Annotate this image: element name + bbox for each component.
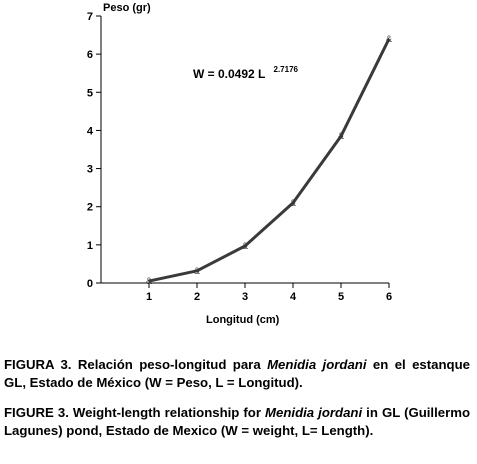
caption-es-label: FIGURA 3. [4, 357, 72, 372]
series-line [148, 38, 391, 283]
caption-es-species: Menidia jordani [267, 357, 367, 372]
y-tick-label: 4 [87, 125, 94, 137]
figure-caption-english: FIGURE 3. Weight-length relationship for… [4, 404, 470, 440]
chart-ticks: 0 1 2 3 4 5 6 7 1 2 3 4 5 6 [87, 11, 392, 303]
data-point: & [194, 266, 200, 276]
caption-en-label: FIGURE 3. [4, 405, 69, 420]
y-tick-label: 7 [87, 11, 93, 23]
y-tick-label: 1 [87, 240, 93, 252]
data-point: & [386, 34, 392, 44]
x-tick-label: 6 [386, 291, 392, 303]
x-axis-label: Longitud (cm) [206, 314, 280, 326]
figure-caption-spanish: FIGURA 3. Relación peso-longitud para Me… [4, 356, 470, 392]
equation-base: W = 0.0492 L [193, 67, 265, 81]
chart: 0 1 2 3 4 5 6 7 1 2 3 4 5 6 & & & & & & Peso (gr) Longitud… [87, 2, 392, 326]
data-point: & [338, 131, 344, 141]
x-tick-label: 4 [290, 291, 297, 303]
data-point: & [290, 198, 296, 208]
x-tick-label: 1 [146, 291, 152, 303]
y-tick-label: 6 [87, 49, 93, 61]
equation-exponent: 2.7176 [274, 65, 299, 74]
y-tick-label: 3 [87, 164, 93, 176]
caption-es-text-before: Relación peso-longitud para [71, 357, 268, 372]
caption-en-text-before: Weight-length relationship for [68, 405, 266, 420]
y-tick-label: 0 [87, 278, 93, 290]
caption-en-text-after: in GL (Guillermo Lagunes) pond, Estado d… [4, 405, 471, 438]
y-axis-label: Peso (gr) [103, 2, 151, 14]
data-point: & [146, 276, 152, 286]
y-tick-label: 2 [87, 202, 93, 214]
x-tick-label: 5 [338, 291, 344, 303]
regression-equation: W = 0.0492 L 2.7176 [193, 65, 299, 81]
caption-en-species: Menidia jordani [265, 405, 363, 420]
caption-es-text-after: en el estanque GL, Estado de México (W =… [4, 357, 470, 390]
chart-series: & & & & & & [146, 34, 392, 286]
y-tick-label: 5 [87, 87, 93, 99]
x-tick-label: 2 [194, 291, 200, 303]
data-point: & [242, 241, 248, 251]
x-tick-label: 3 [242, 291, 248, 303]
